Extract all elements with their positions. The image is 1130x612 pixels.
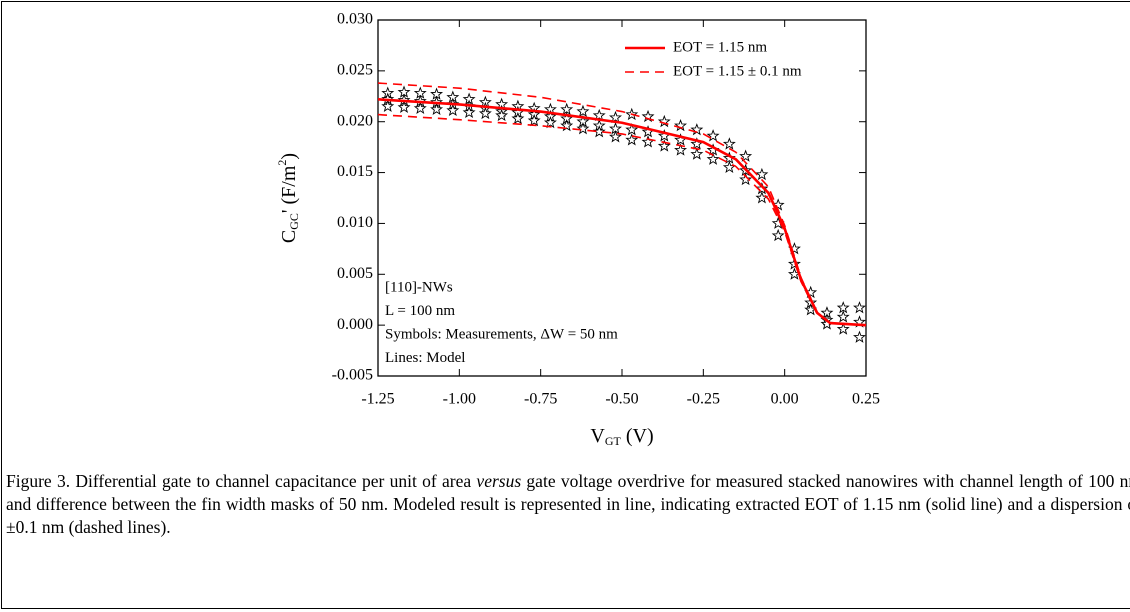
measurement-star (836, 301, 850, 314)
measurement-star (381, 99, 395, 112)
y-label-sub: GC (287, 213, 301, 230)
model-line (377, 82, 867, 326)
y-label-rest: ' (F/m (278, 165, 300, 213)
y-axis-label: CGC' (F/m2) (275, 153, 301, 243)
x-label-sub: GT (605, 434, 622, 448)
measurement-star (755, 182, 769, 195)
measurement-star (576, 122, 590, 135)
y-tick-label: 0.010 (337, 214, 373, 231)
measurement-star (576, 104, 590, 118)
measurement-star (592, 108, 606, 122)
x-tick-label: -1.25 (361, 391, 394, 408)
x-label-rest: (V) (621, 425, 654, 447)
measurement-star (674, 118, 688, 132)
x-tick-label: 0.25 (852, 391, 880, 408)
measurement-star (739, 172, 753, 186)
measurement-star (430, 102, 444, 115)
x-tick-label: -0.25 (687, 391, 720, 408)
legend-label: EOT = 1.15 ± 0.1 nm (673, 63, 802, 79)
measurement-star (853, 301, 866, 314)
measurement-star (478, 106, 492, 120)
measurement-star (739, 149, 753, 162)
x-tick-label: -0.75 (524, 391, 557, 408)
caption-text: Figure 3. Differential gate to channel c… (6, 471, 477, 491)
chart: VGT (V) CGC' (F/m2) -1.25 -1.00 -0.75 -0.50… (275, 11, 880, 448)
y-tick-label: -0.005 (332, 367, 373, 384)
measurement-star (625, 133, 639, 146)
annotation: Lines: Model (385, 350, 465, 366)
annotation: L = 100 nm (385, 303, 455, 319)
caption-text: gate voltage overdrive for measured stac… (6, 471, 1130, 537)
measurement-star (609, 110, 622, 124)
x-tick-label: -1.00 (443, 391, 476, 408)
measurement-star (462, 105, 476, 119)
measurement-star (657, 114, 671, 128)
measurement-star (397, 100, 411, 113)
measurement-star (706, 129, 720, 142)
measurement-star (674, 143, 688, 156)
measurement-star (446, 103, 460, 117)
measurement-star (592, 125, 606, 138)
measurement-star (641, 135, 655, 148)
caption-italic: versus (476, 471, 522, 491)
annotation: [110]-NWs (385, 279, 453, 295)
y-label-sup: 2 (275, 160, 289, 166)
x-tick-label: -0.50 (605, 391, 638, 408)
measurement-star (543, 115, 557, 129)
y-tick-label: 0.030 (337, 11, 373, 28)
x-tick-label: 0.00 (771, 391, 799, 408)
measurement-star (560, 118, 574, 132)
y-tick-label: 0.000 (337, 316, 373, 333)
caption: Figure 3. Differential gate to channel c… (6, 470, 1130, 539)
measurement-star (755, 167, 769, 181)
measurement-star (560, 102, 574, 116)
measurement-star (413, 101, 427, 114)
measurement-star (853, 330, 866, 343)
measurement-star (787, 257, 801, 270)
measurement-star (609, 130, 622, 143)
measurement-star (722, 137, 736, 150)
measurement-star (625, 123, 639, 136)
measurement-star (495, 108, 509, 122)
measurement-star (771, 228, 785, 242)
measurement-star (657, 139, 671, 152)
x-axis-label: VGT (V) (590, 425, 653, 448)
legend-label: EOT = 1.15 nm (673, 39, 767, 55)
y-tick-label: 0.015 (337, 163, 373, 180)
y-tick-label: 0.020 (337, 112, 373, 129)
y-label-end: ) (278, 153, 300, 160)
measurement-star (690, 147, 704, 160)
y-tick-label: 0.025 (337, 62, 373, 79)
x-label-main: V (590, 425, 605, 447)
measurement-star (836, 322, 850, 335)
measurement-star (527, 113, 541, 127)
model-line (377, 98, 867, 327)
annotation: Symbols: Measurements, ΔW = 50 nm (385, 326, 618, 342)
measurement-star (836, 310, 850, 323)
measurement-star (511, 111, 525, 125)
y-tick-label: 0.005 (337, 265, 373, 282)
measurement-star (706, 152, 720, 165)
y-label-main: C (278, 230, 300, 243)
